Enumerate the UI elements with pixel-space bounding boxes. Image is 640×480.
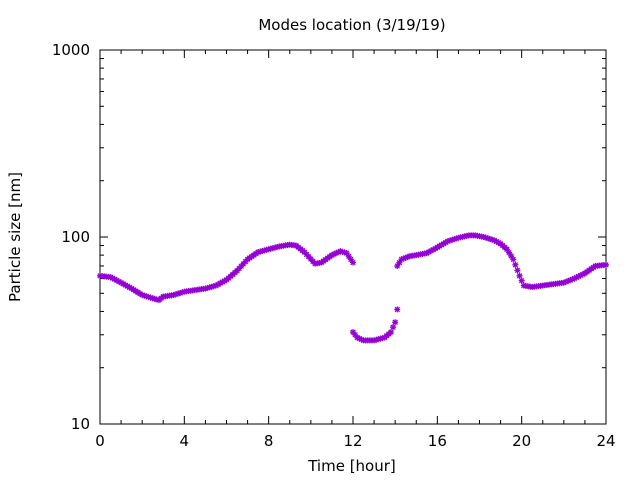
x-tick-label: 20 <box>512 432 531 450</box>
x-tick-label: 16 <box>428 432 447 450</box>
x-tick-label: 24 <box>596 432 615 450</box>
x-tick-label: 0 <box>95 432 105 450</box>
data-point <box>510 256 517 263</box>
data-point <box>394 306 401 313</box>
data-point <box>512 261 519 268</box>
data-points <box>97 232 609 344</box>
data-point <box>387 329 394 336</box>
data-point <box>518 277 525 284</box>
data-point <box>350 259 356 266</box>
data-point <box>394 262 401 269</box>
y-tick-labels: 10 100 1000 <box>52 41 90 433</box>
x-tick-label: 12 <box>343 432 362 450</box>
data-point <box>603 261 609 268</box>
x-axis-label: Time [hour] <box>307 457 396 475</box>
y-tick-label: 10 <box>71 415 90 433</box>
tick-marks <box>99 49 607 425</box>
y-tick-label: 1000 <box>52 41 90 59</box>
data-point <box>390 324 397 331</box>
data-point <box>516 272 523 279</box>
x-tick-label: 4 <box>180 432 190 450</box>
x-tick-label: 8 <box>264 432 274 450</box>
y-axis-label: Particle size [nm] <box>6 172 24 302</box>
data-point <box>347 256 354 263</box>
x-tick-labels: 0 4 8 12 16 20 24 <box>95 432 615 450</box>
data-point <box>392 319 399 326</box>
data-point <box>514 267 521 274</box>
chart-title: Modes location (3/19/19) <box>258 16 445 34</box>
y-tick-label: 100 <box>61 228 90 246</box>
plot-frame <box>99 49 607 425</box>
